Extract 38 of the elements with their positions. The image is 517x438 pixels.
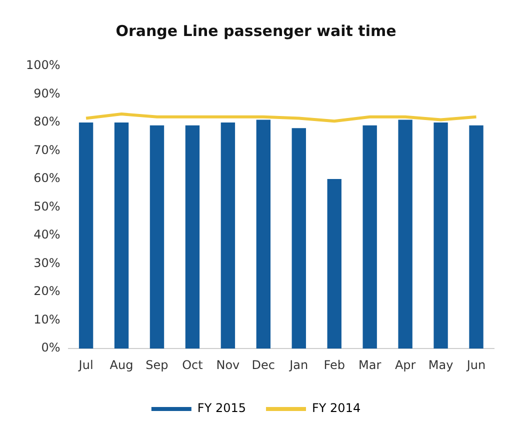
x-tick-label: Nov [216,358,240,372]
legend-label: FY 2014 [312,401,361,416]
x-tick-label: Aug [110,358,134,372]
y-tick-label: 80% [34,114,60,129]
chart-title: Orange Line passenger wait time [116,22,396,40]
x-tick-label: Apr [394,358,416,372]
bar [114,122,129,349]
x-tick-label: Sep [146,358,168,372]
bar [78,122,94,349]
legend-label: FY 2015 [197,401,246,416]
x-tick-label: Jan [288,358,308,372]
bar [220,122,236,349]
y-tick-label: 0% [41,340,60,355]
y-tick-label: 90% [34,86,60,100]
bar [185,125,200,349]
bar [256,120,271,349]
y-tick-label: 40% [34,228,60,242]
y-tick-label: 70% [34,142,60,157]
bar [434,122,448,349]
y-tick-label: 10% [34,312,60,326]
bar [327,179,342,349]
bar [362,125,377,349]
bar [469,125,484,349]
x-tick-label: Jul [78,358,94,372]
y-tick-label: 30% [34,256,60,270]
y-tick-label: 60% [34,171,60,186]
x-tick-label: May [428,358,454,372]
x-tick-label: Dec [252,358,276,372]
x-tick-label: Oct [182,358,204,372]
bar [150,125,164,349]
y-tick-label: 20% [34,284,60,298]
bar [292,128,306,349]
x-tick-label: Feb [324,358,345,372]
y-tick-label: 100% [26,58,60,72]
x-tick-label: Jun [466,358,486,372]
bar [398,120,412,349]
y-tick-label: 50% [34,199,60,214]
x-tick-label: Mar [358,358,382,372]
